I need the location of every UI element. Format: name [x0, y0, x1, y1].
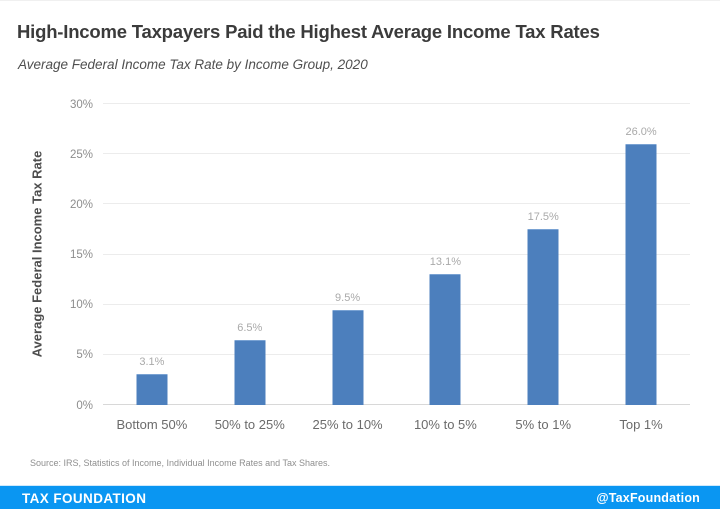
bar-slot: 6.5% 50% to 25% — [201, 104, 299, 432]
chart-bar — [136, 373, 168, 405]
y-tick-label: 0% — [76, 399, 93, 412]
footer-bar: TAX FOUNDATION @TaxFoundation — [0, 485, 720, 509]
bar-series: 3.1% Bottom 50% 6.5% 50% to 25% 9.5% 25% to 1… — [103, 104, 690, 432]
y-tick-label: 20% — [69, 198, 93, 211]
y-axis-tick-labels: 0% 5% 10% 15% 20% 25% 30% — [0, 99, 93, 412]
chart-subtitle: Average Federal Income Tax Rate by Incom… — [18, 57, 368, 72]
x-category-label: 5% to 1% — [515, 417, 572, 432]
gridline — [103, 253, 690, 255]
bar-value-label: 3.1% — [139, 355, 165, 368]
x-category-label: 25% to 10% — [312, 417, 383, 432]
x-category-label: Bottom 50% — [116, 417, 188, 432]
footer-brand: TAX FOUNDATION — [22, 490, 147, 506]
chart-bar — [527, 229, 559, 405]
y-tick-label: 10% — [69, 299, 93, 312]
gridline — [103, 303, 690, 305]
bar-slot: 17.5% 5% to 1% — [494, 104, 592, 432]
gridline — [103, 203, 690, 205]
bar-value-label: 17.5% — [527, 211, 559, 224]
y-tick-label: 5% — [76, 349, 93, 362]
x-category-label: 50% to 25% — [214, 417, 285, 432]
y-tick-label: 25% — [69, 148, 93, 161]
x-axis-baseline — [103, 404, 690, 405]
bar-value-label: 13.1% — [429, 255, 461, 268]
source-note: Source: IRS, Statistics of Income, Indiv… — [30, 458, 330, 468]
bar-value-label: 26.0% — [625, 126, 657, 139]
chart-bar — [332, 309, 364, 405]
gridline — [103, 153, 690, 155]
chart-title: High-Income Taxpayers Paid the Highest A… — [17, 21, 600, 42]
chart-bar — [234, 339, 266, 405]
y-tick-label: 15% — [69, 249, 93, 261]
x-category-label: Top 1% — [619, 417, 663, 432]
bar-slot: 13.1% 10% to 5% — [396, 104, 494, 432]
x-category-label: 10% to 5% — [413, 417, 477, 432]
gridline — [103, 103, 690, 104]
footer-twitter-handle: @TaxFoundation — [596, 491, 700, 505]
bar-slot: 3.1% Bottom 50% — [103, 104, 201, 432]
chart-bar — [429, 273, 461, 405]
plot-area: 3.1% Bottom 50% 6.5% 50% to 25% 9.5% 25% to 1… — [103, 103, 690, 432]
y-tick-label: 30% — [69, 98, 93, 111]
bar-slot: 26.0% Top 1% — [592, 104, 690, 432]
gridline — [103, 353, 690, 355]
bar-slot: 9.5% 25% to 10% — [299, 104, 397, 432]
bar-value-label: 9.5% — [335, 291, 361, 304]
bar-value-label: 6.5% — [237, 321, 263, 334]
chart-bar — [625, 144, 657, 405]
